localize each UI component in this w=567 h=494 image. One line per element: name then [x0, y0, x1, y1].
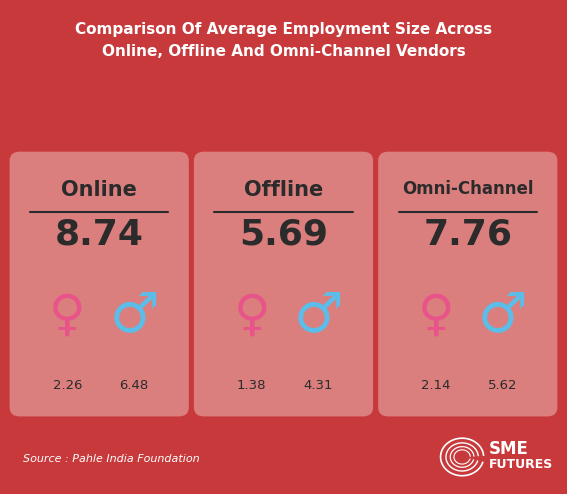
Text: Source : Pahle India Foundation: Source : Pahle India Foundation: [23, 454, 200, 464]
Text: SME: SME: [489, 440, 528, 457]
Text: 1.38: 1.38: [237, 379, 266, 392]
Text: Comparison Of Average Employment Size Across
Online, Offline And Omni-Channel Ve: Comparison Of Average Employment Size Ac…: [75, 22, 492, 59]
Text: ♂: ♂: [478, 289, 527, 343]
FancyBboxPatch shape: [194, 152, 373, 416]
Text: Online: Online: [61, 180, 137, 200]
Text: 2.14: 2.14: [421, 379, 451, 392]
Text: ♂: ♂: [109, 289, 159, 343]
Text: ♀: ♀: [418, 292, 454, 340]
Text: ♀: ♀: [49, 292, 86, 340]
Text: 4.31: 4.31: [304, 379, 333, 392]
Text: 5.69: 5.69: [239, 217, 328, 251]
Text: Offline: Offline: [244, 180, 323, 200]
Text: 5.62: 5.62: [488, 379, 518, 392]
Text: Omni-Channel: Omni-Channel: [402, 180, 534, 198]
Text: FUTURES: FUTURES: [489, 458, 553, 471]
Text: 7.76: 7.76: [424, 217, 512, 251]
Text: 6.48: 6.48: [120, 379, 149, 392]
Text: 8.74: 8.74: [55, 217, 143, 251]
FancyBboxPatch shape: [10, 152, 189, 416]
FancyBboxPatch shape: [378, 152, 557, 416]
Text: ♂: ♂: [294, 289, 343, 343]
Text: 2.26: 2.26: [53, 379, 82, 392]
Text: ♀: ♀: [234, 292, 270, 340]
